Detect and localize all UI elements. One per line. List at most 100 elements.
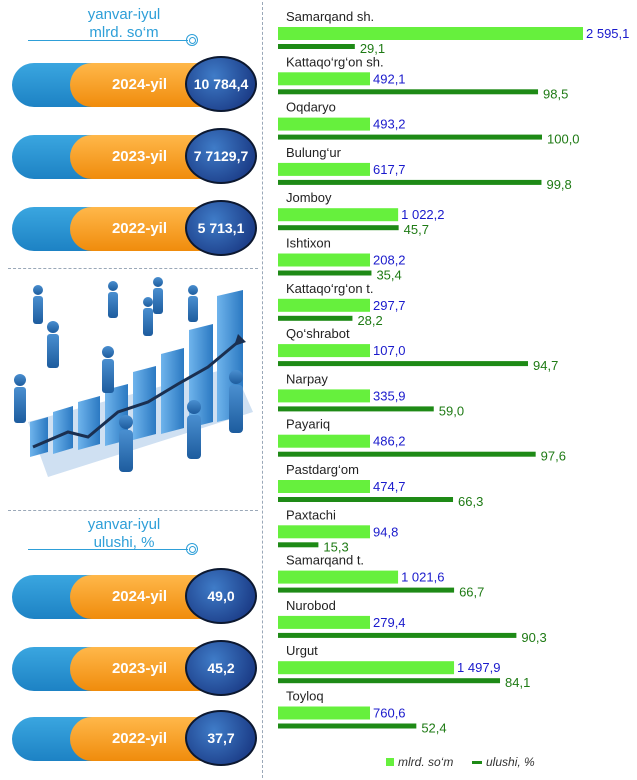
- pill-year: 2023-yil: [111, 660, 168, 677]
- value-bar: [278, 344, 370, 358]
- value-bar: [278, 389, 370, 403]
- share-bar: [278, 542, 319, 548]
- value-label: 208,2: [373, 253, 406, 268]
- share-label: 84,1: [505, 675, 530, 690]
- bottom-header-period: yanvar-iyul: [87, 516, 161, 533]
- share-bar: [278, 497, 454, 502]
- value-label: 2 595,1: [586, 26, 629, 41]
- value-label: 474,7: [373, 479, 406, 494]
- share-bar: [278, 361, 529, 367]
- legend-swatch-value: [386, 758, 394, 766]
- pill-value: 7 7129,7: [185, 128, 257, 184]
- category-label: Paxtachi: [286, 507, 336, 522]
- value-label: 297,7: [373, 298, 406, 313]
- left-panel: yanvar-iyul mlrd. so‘m 2024-yil 10 784,4…: [0, 0, 262, 780]
- share-label: 99,8: [546, 177, 571, 192]
- share-label: 59,0: [439, 403, 464, 418]
- value-bar: [278, 570, 399, 584]
- share-label: 15,3: [323, 539, 348, 554]
- total-2023-pill: 2023-yil 7 7129,7: [12, 128, 260, 186]
- share-label: 97,6: [541, 449, 566, 464]
- value-label: 1 021,6: [401, 570, 444, 585]
- total-2024-pill: 2024-yil 10 784,4: [12, 56, 260, 114]
- value-bar: [278, 117, 370, 131]
- value-bar: [278, 208, 399, 222]
- value-label: 492,1: [373, 71, 406, 86]
- share-label: 100,0: [547, 132, 580, 147]
- bottom-header-line: [28, 549, 188, 550]
- pill-value: 5 713,1: [185, 200, 257, 256]
- share-label: 35,4: [376, 268, 401, 283]
- category-label: Narpay: [286, 371, 328, 386]
- top-header-period: yanvar-iyul: [87, 6, 161, 23]
- bottom-header-unit: ulushi, %: [93, 534, 155, 551]
- share-2023-pill: 2023-yil 45,2: [12, 640, 260, 698]
- share-label: 66,7: [459, 585, 484, 600]
- value-label: 760,6: [373, 706, 406, 721]
- share-bar: [278, 723, 417, 729]
- share-label: 90,3: [521, 630, 546, 645]
- value-label: 94,8: [373, 524, 398, 539]
- category-label: Payariq: [286, 417, 330, 432]
- value-label: 486,2: [373, 434, 406, 449]
- category-label: Bulung‘ur: [286, 145, 342, 160]
- pill-year: 2022-yil: [111, 220, 168, 237]
- share-bar: [278, 315, 353, 321]
- share-bar: [278, 179, 542, 185]
- vertical-divider: [262, 2, 263, 778]
- value-bar: [278, 298, 370, 312]
- value-bar: [278, 162, 370, 176]
- top-header-unit: mlrd. so‘m: [89, 24, 159, 41]
- total-2022-pill: 2022-yil 5 713,1: [12, 200, 260, 258]
- value-label: 493,2: [373, 117, 406, 132]
- value-label: 335,9: [373, 388, 406, 403]
- share-2024-pill: 2024-yil 49,0: [12, 568, 260, 626]
- value-bar: [278, 27, 583, 40]
- share-bar: [278, 451, 536, 457]
- category-label: Kattaqo‘rg‘on sh.: [286, 54, 384, 69]
- share-label: 28,2: [357, 313, 382, 328]
- pill-year: 2024-yil: [111, 588, 168, 605]
- share-2022-pill: 2022-yil 37,7: [12, 710, 260, 768]
- divider: [8, 510, 258, 511]
- share-label: 98,5: [543, 86, 568, 101]
- value-bar: [278, 706, 370, 720]
- legend-label-share: ulushi, %: [486, 755, 535, 769]
- pill-year: 2023-yil: [111, 148, 168, 165]
- category-label: Nurobod: [286, 598, 336, 613]
- category-label: Urgut: [286, 643, 318, 658]
- value-label: 279,4: [373, 615, 406, 630]
- value-label: 1 497,9: [457, 660, 500, 675]
- category-label: Samarqand sh.: [286, 9, 374, 24]
- category-label: Pastdarg‘om: [286, 462, 359, 477]
- share-label: 29,1: [360, 41, 385, 56]
- business-growth-illustration-icon: [14, 277, 253, 477]
- category-label: Samarqand t.: [286, 553, 364, 568]
- share-label: 52,4: [421, 721, 446, 736]
- value-bar: [278, 434, 370, 448]
- share-label: 45,7: [404, 222, 429, 237]
- share-bar: [278, 44, 355, 49]
- share-label: 94,7: [533, 358, 558, 373]
- value-label: 617,7: [373, 162, 406, 177]
- share-bar: [278, 134, 542, 140]
- value-bar: [278, 72, 370, 86]
- divider: [8, 268, 258, 269]
- pill-value: 49,0: [185, 568, 257, 624]
- share-bar: [278, 89, 539, 95]
- value-label: 107,0: [373, 343, 406, 358]
- category-label: Qo‘shrabot: [286, 326, 350, 341]
- category-label: Oqdaryo: [286, 100, 336, 115]
- category-label: Jomboy: [286, 190, 332, 205]
- value-bar: [278, 525, 370, 539]
- share-bar: [278, 270, 372, 276]
- top-header-line: [28, 40, 188, 41]
- pill-value: 37,7: [185, 710, 257, 766]
- category-label: Ishtixon: [286, 236, 331, 251]
- value-bar: [278, 480, 370, 493]
- legend-label-value: mlrd. so‘m: [398, 755, 453, 769]
- legend-swatch-share: [472, 761, 482, 764]
- target-icon: [186, 543, 198, 555]
- share-bar: [278, 406, 434, 412]
